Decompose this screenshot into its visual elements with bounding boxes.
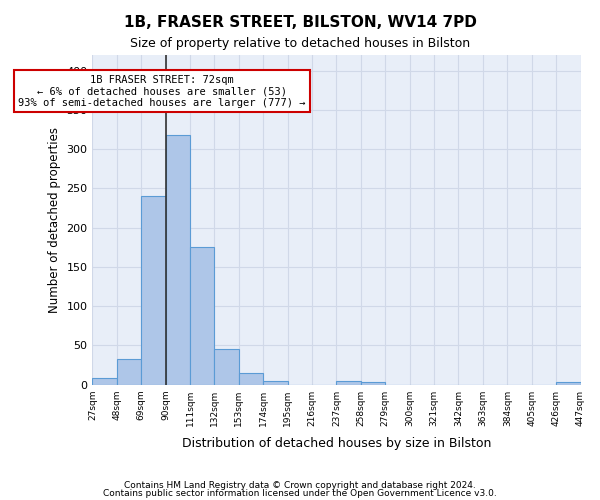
Bar [92,378,117,384]
Bar [190,248,214,384]
Text: Size of property relative to detached houses in Bilston: Size of property relative to detached ho… [130,38,470,51]
Bar [337,380,361,384]
Bar [141,196,166,384]
Bar [166,135,190,384]
Text: 1B FRASER STREET: 72sqm
← 6% of detached houses are smaller (53)
93% of semi-det: 1B FRASER STREET: 72sqm ← 6% of detached… [18,74,306,108]
Bar [214,348,239,384]
Text: Contains public sector information licensed under the Open Government Licence v3: Contains public sector information licen… [103,488,497,498]
Y-axis label: Number of detached properties: Number of detached properties [48,127,61,313]
Bar [556,382,581,384]
Bar [361,382,385,384]
Bar [239,373,263,384]
Text: 1B, FRASER STREET, BILSTON, WV14 7PD: 1B, FRASER STREET, BILSTON, WV14 7PD [124,15,476,30]
X-axis label: Distribution of detached houses by size in Bilston: Distribution of detached houses by size … [182,437,491,450]
Bar [263,380,287,384]
Bar [117,359,141,384]
Text: Contains HM Land Registry data © Crown copyright and database right 2024.: Contains HM Land Registry data © Crown c… [124,481,476,490]
